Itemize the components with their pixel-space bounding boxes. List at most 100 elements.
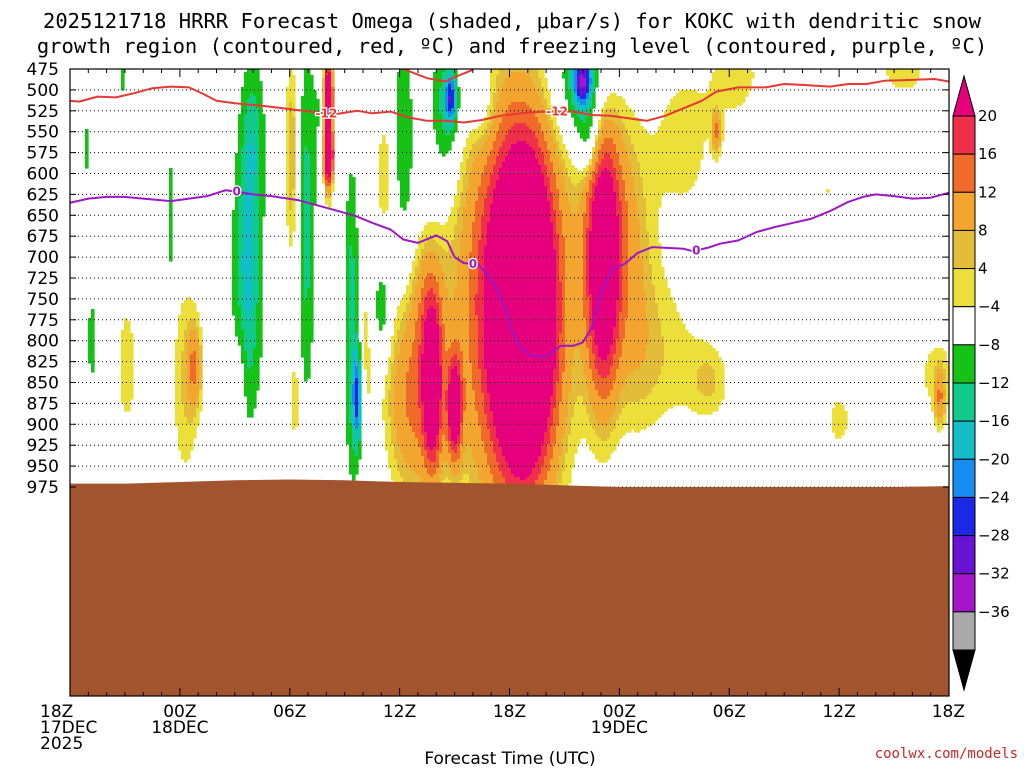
omega-cell — [898, 72, 902, 76]
omega-cell — [526, 138, 530, 142]
omega-cell — [250, 96, 254, 100]
omega-cell — [601, 111, 605, 115]
omega-cell — [484, 120, 488, 124]
omega-cell — [535, 84, 539, 88]
omega-cell — [403, 153, 407, 157]
omega-cell — [904, 84, 908, 88]
omega-cell — [703, 129, 707, 133]
omega-cell — [646, 150, 650, 154]
omega-cell — [433, 72, 437, 76]
omega-cell — [250, 93, 254, 97]
omega-cell — [241, 111, 245, 115]
omega-cell — [397, 150, 401, 154]
omega-cell — [574, 72, 578, 76]
omega-cell — [703, 126, 707, 130]
omega-cell — [514, 150, 518, 154]
omega-cell — [571, 105, 575, 109]
omega-cell — [526, 120, 530, 124]
omega-cell — [289, 90, 293, 94]
omega-cell — [694, 123, 698, 127]
omega-cell — [301, 111, 305, 115]
omega-cell — [322, 144, 326, 148]
omega-cell — [694, 105, 698, 109]
omega-cell — [721, 126, 725, 130]
omega-cell — [244, 159, 248, 163]
omega-cell — [688, 141, 692, 145]
omega-cell — [718, 108, 722, 112]
omega-cell — [595, 144, 599, 148]
omega-cell — [610, 126, 614, 130]
omega-cell — [535, 81, 539, 85]
omega-cell — [478, 147, 482, 151]
omega-cell — [640, 156, 644, 160]
omega-cell — [718, 120, 722, 124]
omega-cell — [247, 114, 251, 118]
omega-cell — [331, 111, 335, 115]
omega-cell — [679, 135, 683, 139]
omega-cell — [556, 132, 560, 136]
omega-cell — [712, 132, 716, 136]
omega-cell — [247, 156, 251, 160]
omega-cell — [685, 126, 689, 130]
omega-cell — [439, 150, 443, 154]
omega-cell — [529, 126, 533, 130]
omega-cell — [256, 81, 260, 85]
omega-cell — [655, 132, 659, 136]
omega-cell — [610, 150, 614, 154]
omega-cell — [292, 123, 296, 127]
omega-cell — [547, 156, 551, 160]
omega-cell — [409, 99, 413, 103]
omega-cell — [466, 147, 470, 151]
omega-cell — [529, 87, 533, 91]
omega-cell — [676, 126, 680, 130]
omega-cell — [493, 138, 497, 142]
omega-cell — [733, 78, 737, 82]
omega-cell — [616, 117, 620, 121]
omega-cell — [715, 111, 719, 115]
omega-cell — [724, 75, 728, 79]
omega-cell — [595, 141, 599, 145]
omega-cell — [253, 132, 257, 136]
omega-cell — [307, 105, 311, 109]
omega-cell — [688, 132, 692, 136]
omega-cell — [742, 81, 746, 85]
omega-cell — [658, 135, 662, 139]
omega-cell — [250, 69, 254, 73]
omega-cell — [685, 114, 689, 118]
omega-cell — [664, 129, 668, 133]
omega-cell — [502, 150, 506, 154]
omega-cell — [532, 78, 536, 82]
omega-cell — [439, 147, 443, 151]
omega-cell — [712, 117, 716, 121]
omega-cell — [304, 156, 308, 160]
omega-cell — [304, 114, 308, 118]
omega-cell — [649, 144, 653, 148]
omega-cell — [598, 141, 602, 145]
omega-cell — [400, 135, 404, 139]
omega-cell — [256, 114, 260, 118]
omega-cell — [481, 132, 485, 136]
omega-cell — [550, 141, 554, 145]
omega-cell — [517, 126, 521, 130]
omega-cell — [328, 72, 332, 76]
omega-cell — [304, 81, 308, 85]
omega-cell — [436, 141, 440, 145]
omega-cell — [325, 81, 329, 85]
omega-cell — [676, 144, 680, 148]
omega-cell — [301, 156, 305, 160]
omega-cell — [382, 147, 386, 151]
omega-cell — [577, 105, 581, 109]
omega-cell — [712, 111, 716, 115]
omega-cell — [697, 114, 701, 118]
omega-cell — [451, 129, 455, 133]
omega-cell — [535, 99, 539, 103]
omega-cell — [718, 138, 722, 142]
omega-cell — [445, 117, 449, 121]
omega-cell — [487, 147, 491, 151]
omega-cell — [568, 99, 572, 103]
omega-cell — [496, 126, 500, 130]
omega-cell — [400, 153, 404, 157]
omega-cell — [625, 111, 629, 115]
omega-cell — [469, 150, 473, 154]
omega-cell — [307, 72, 311, 76]
